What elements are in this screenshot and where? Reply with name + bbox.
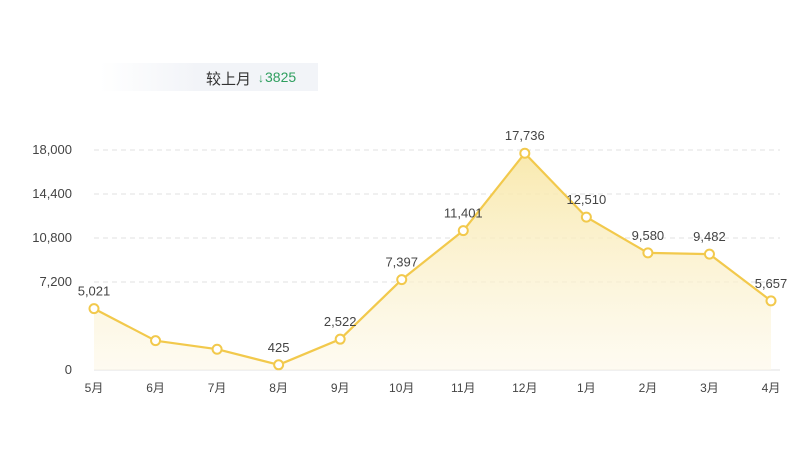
- y-tick-label: 10,800: [32, 230, 72, 245]
- y-axis: 0 7,200 10,800 14,400 18,000: [32, 142, 72, 377]
- data-point[interactable]: [150, 335, 162, 347]
- x-tick-label: 7月: [208, 381, 227, 395]
- data-point[interactable]: [396, 274, 408, 286]
- x-tick-label: 6月: [146, 381, 165, 395]
- data-label: 11,401: [444, 206, 483, 221]
- y-tick-label: 0: [65, 362, 72, 377]
- data-label: 5,657: [755, 276, 788, 291]
- series-polyline: [93, 152, 772, 366]
- x-tick-label: 9月: [331, 381, 350, 395]
- data-point[interactable]: [642, 247, 654, 259]
- data-point[interactable]: [703, 248, 715, 260]
- data-label: 12,510: [566, 192, 606, 207]
- data-labels: 5,021 425 2,522 7,397 11,401 17,736 12,510 9,58…: [78, 128, 788, 355]
- compare-label: 较上月: [206, 71, 252, 88]
- compare-number: 3825: [265, 69, 297, 85]
- area-path: [94, 153, 771, 370]
- down-arrow-icon: ↓: [258, 71, 264, 85]
- x-tick-label: 12月: [512, 381, 537, 395]
- area-fill: [94, 153, 771, 370]
- data-label: 425: [268, 340, 290, 355]
- data-label: 7,397: [385, 255, 418, 270]
- data-point[interactable]: [273, 359, 285, 371]
- data-point[interactable]: [334, 333, 346, 345]
- x-tick-label: 11月: [451, 381, 475, 395]
- x-tick-label: 4月: [762, 381, 781, 395]
- compare-value: ↓3825: [258, 69, 296, 85]
- data-label: 9,580: [632, 228, 665, 243]
- y-tick-label: 18,000: [32, 142, 72, 157]
- x-tick-label: 8月: [269, 381, 288, 395]
- x-axis: 5月 6月 7月 8月 9月 10月 11月 12月 1月 2月 3月 4月: [85, 381, 781, 395]
- data-label: 2,522: [324, 314, 357, 329]
- data-points: [88, 147, 777, 371]
- x-tick-label: 2月: [639, 381, 658, 395]
- data-point[interactable]: [765, 295, 777, 307]
- data-point[interactable]: [580, 211, 592, 223]
- x-tick-label: 5月: [85, 381, 104, 395]
- data-point[interactable]: [88, 303, 100, 315]
- data-label: 5,021: [78, 284, 111, 299]
- data-label: 17,736: [505, 128, 545, 143]
- data-point[interactable]: [457, 225, 469, 237]
- data-point[interactable]: [519, 147, 531, 159]
- compare-panel: [100, 63, 318, 91]
- x-tick-label: 10月: [389, 381, 414, 395]
- y-tick-label: 14,400: [32, 186, 72, 201]
- x-tick-label: 1月: [577, 381, 596, 395]
- x-tick-label: 3月: [700, 381, 719, 395]
- data-point[interactable]: [211, 343, 223, 355]
- y-tick-label: 7,200: [39, 274, 72, 289]
- series-line: [93, 152, 772, 366]
- data-label: 9,482: [693, 229, 726, 244]
